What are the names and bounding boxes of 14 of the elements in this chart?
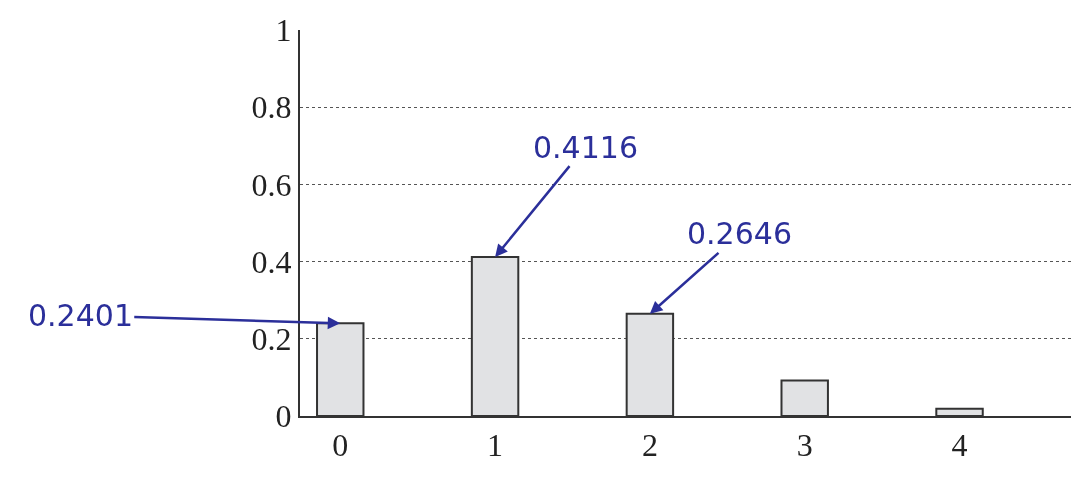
y-tick-label: 0.6 xyxy=(251,166,292,203)
y-tick-label: 1 xyxy=(275,12,292,49)
x-tick-label: 1 xyxy=(487,427,504,464)
x-tick-label: 4 xyxy=(951,427,968,464)
y-tick-label: 0.4 xyxy=(251,243,292,280)
annotation: 0.4116 xyxy=(533,130,638,165)
x-tick-label: 3 xyxy=(796,427,813,464)
y-tick-label: 0 xyxy=(275,398,292,435)
y-tick-label: 0.8 xyxy=(251,89,292,126)
x-tick-label: 2 xyxy=(641,427,658,464)
annotation: 0.2646 xyxy=(687,216,792,251)
annotation: 0.2401 xyxy=(28,298,133,333)
x-tick-label: 0 xyxy=(332,427,349,464)
y-tick-label: 0.2 xyxy=(251,321,292,357)
